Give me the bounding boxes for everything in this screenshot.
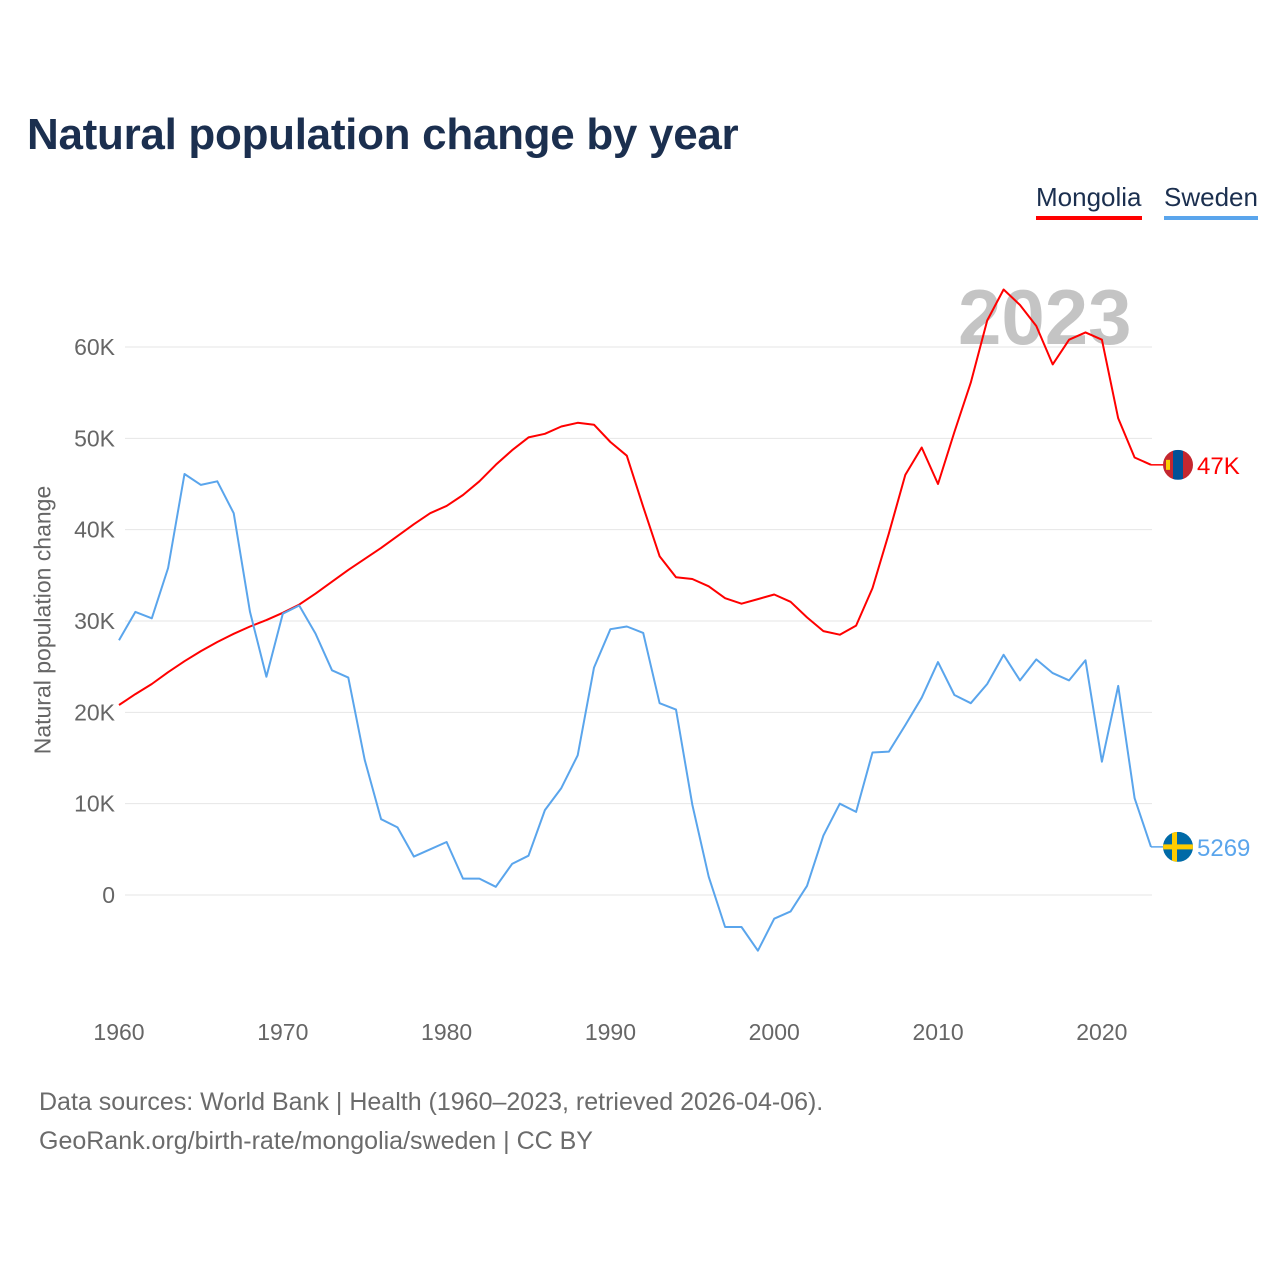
- y-tick-label: 60K: [74, 334, 116, 360]
- end-value-label: 5269: [1197, 835, 1250, 862]
- sweden-flag-icon: [1163, 831, 1193, 862]
- y-tick-label: 50K: [74, 425, 116, 451]
- chart-title: Natural population change by year: [27, 110, 739, 159]
- flag-cross: [1172, 831, 1177, 862]
- y-tick-label: 20K: [74, 699, 116, 725]
- x-tick-label: 1980: [421, 1019, 472, 1045]
- y-tick-label: 30K: [74, 608, 116, 634]
- series-line-sweden: [118, 473, 1152, 952]
- y-tick-label: 0: [102, 882, 115, 908]
- end-value-label: 47K: [1197, 453, 1240, 480]
- mongolia-flag-icon: [1163, 449, 1193, 480]
- legend-item-mongolia[interactable]: Mongolia: [1036, 182, 1142, 220]
- flag-soyombo: [1166, 459, 1170, 470]
- y-tick-label: 40K: [74, 517, 116, 543]
- legend-item-sweden[interactable]: Sweden: [1164, 182, 1258, 220]
- y-tick-label: 10K: [74, 791, 116, 817]
- flag-graphic: [1163, 831, 1193, 862]
- x-tick-label: 2010: [912, 1019, 963, 1045]
- x-tick-label: 1960: [93, 1019, 144, 1045]
- x-tick-label: 1990: [585, 1019, 636, 1045]
- credit-link[interactable]: GeoRank.org/birth-rate/mongolia/sweden |…: [39, 1127, 593, 1155]
- x-tick-label: 2000: [749, 1019, 800, 1045]
- flag-stripe: [1183, 449, 1193, 480]
- series-line-mongolia: [118, 288, 1152, 706]
- data-sources: Data sources: World Bank | Health (1960–…: [39, 1088, 824, 1116]
- flag-stripe: [1173, 449, 1183, 480]
- x-tick-label: 1970: [257, 1019, 308, 1045]
- flag-graphic: [1163, 449, 1193, 480]
- x-tick-label: 2020: [1076, 1019, 1127, 1045]
- flag-cross: [1163, 844, 1193, 850]
